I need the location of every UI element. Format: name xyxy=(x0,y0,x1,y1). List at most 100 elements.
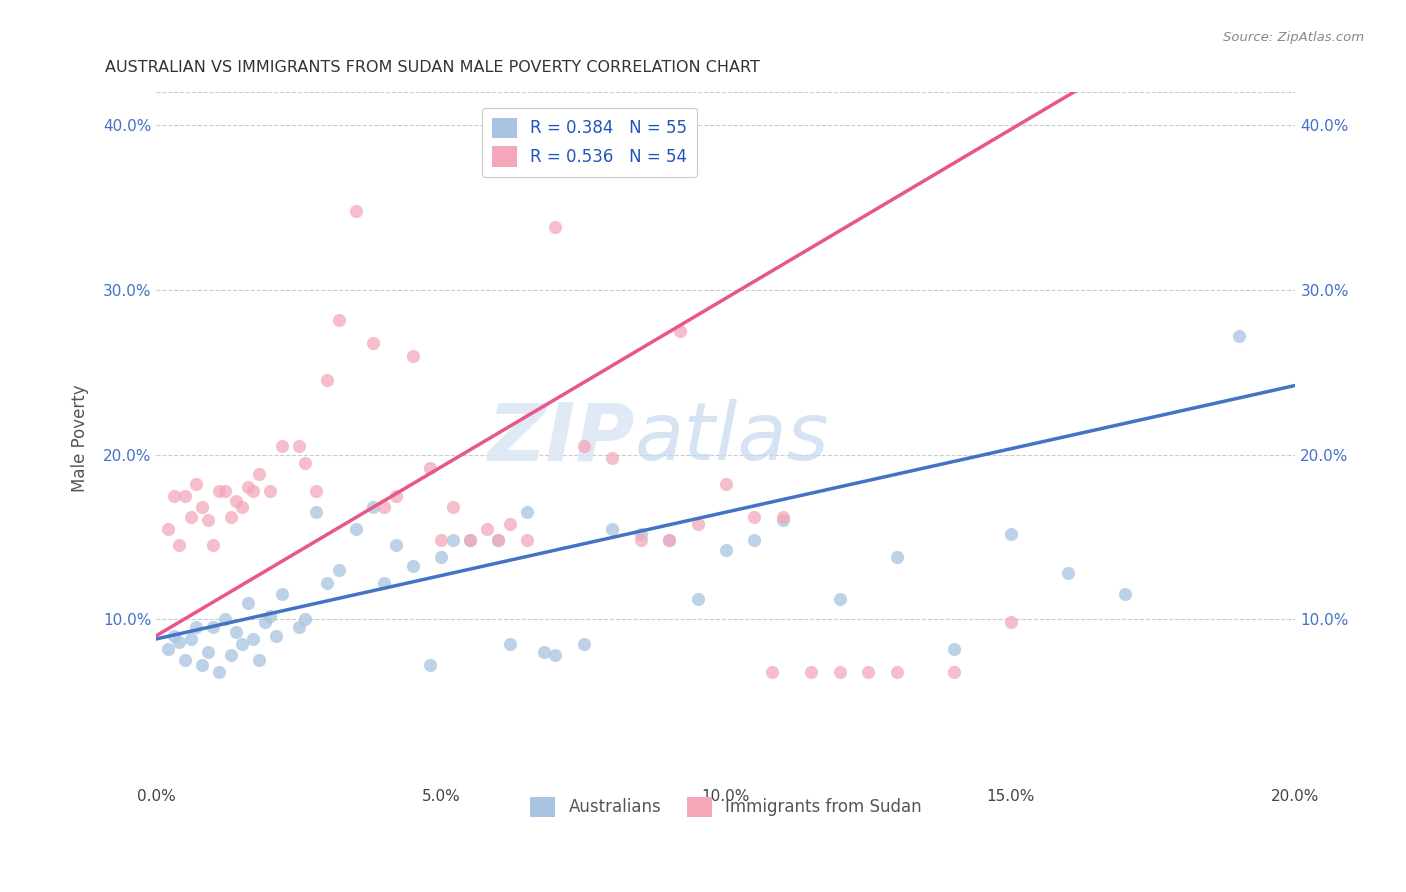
Point xyxy=(828,665,851,679)
Point xyxy=(600,522,623,536)
Point xyxy=(486,533,509,548)
Point xyxy=(162,489,184,503)
Point xyxy=(361,335,384,350)
Point xyxy=(630,533,652,548)
Point xyxy=(430,533,453,548)
Point xyxy=(441,533,464,548)
Point xyxy=(242,483,264,498)
Point xyxy=(169,635,191,649)
Point xyxy=(714,543,737,558)
Text: Source: ZipAtlas.com: Source: ZipAtlas.com xyxy=(1223,31,1364,45)
Point xyxy=(486,533,509,548)
Point xyxy=(1114,587,1136,601)
Point xyxy=(498,637,520,651)
Point xyxy=(658,533,681,548)
Point xyxy=(430,549,453,564)
Point xyxy=(180,632,202,646)
Point xyxy=(942,641,965,656)
Point xyxy=(208,665,231,679)
Point xyxy=(242,632,264,646)
Point xyxy=(419,460,441,475)
Point xyxy=(328,312,350,326)
Point xyxy=(516,505,538,519)
Point xyxy=(174,653,197,667)
Point xyxy=(214,483,236,498)
Point xyxy=(231,637,253,651)
Point xyxy=(197,513,219,527)
Point xyxy=(1227,329,1250,343)
Point xyxy=(572,439,595,453)
Point xyxy=(294,456,316,470)
Point xyxy=(156,522,179,536)
Point xyxy=(458,533,481,548)
Point xyxy=(259,608,281,623)
Point xyxy=(225,493,247,508)
Point xyxy=(202,620,225,634)
Point xyxy=(305,505,328,519)
Point xyxy=(686,592,709,607)
Point xyxy=(516,533,538,548)
Point xyxy=(1056,566,1078,580)
Point xyxy=(630,526,652,541)
Point xyxy=(191,658,214,673)
Point xyxy=(191,500,214,515)
Point xyxy=(208,483,231,498)
Point xyxy=(197,645,219,659)
Point xyxy=(294,612,316,626)
Point xyxy=(1000,526,1022,541)
Point xyxy=(186,620,208,634)
Point xyxy=(658,533,681,548)
Point xyxy=(344,203,367,218)
Point xyxy=(533,645,555,659)
Point xyxy=(180,510,202,524)
Point xyxy=(384,538,406,552)
Point xyxy=(419,658,441,673)
Point xyxy=(253,615,276,630)
Point xyxy=(344,522,367,536)
Point xyxy=(744,510,766,524)
Point xyxy=(800,665,823,679)
Point xyxy=(186,477,208,491)
Point xyxy=(544,648,567,663)
Point xyxy=(259,483,281,498)
Point xyxy=(714,477,737,491)
Point xyxy=(886,549,908,564)
Point xyxy=(744,533,766,548)
Point xyxy=(384,489,406,503)
Point xyxy=(270,587,292,601)
Point xyxy=(475,522,498,536)
Point xyxy=(247,467,270,482)
Point xyxy=(402,559,425,574)
Point xyxy=(169,538,191,552)
Point xyxy=(772,513,794,527)
Point xyxy=(236,596,259,610)
Point xyxy=(270,439,292,453)
Point xyxy=(942,665,965,679)
Point xyxy=(156,641,179,656)
Point xyxy=(761,665,783,679)
Point xyxy=(686,516,709,531)
Point xyxy=(219,648,242,663)
Point xyxy=(231,500,253,515)
Point xyxy=(288,439,311,453)
Legend: Australians, Immigrants from Sudan: Australians, Immigrants from Sudan xyxy=(524,790,928,824)
Point xyxy=(264,629,287,643)
Point xyxy=(247,653,270,667)
Text: ZIP: ZIP xyxy=(488,399,636,477)
Point xyxy=(402,349,425,363)
Point xyxy=(214,612,236,626)
Point xyxy=(669,324,692,338)
Text: AUSTRALIAN VS IMMIGRANTS FROM SUDAN MALE POVERTY CORRELATION CHART: AUSTRALIAN VS IMMIGRANTS FROM SUDAN MALE… xyxy=(105,60,761,75)
Point xyxy=(544,220,567,235)
Point xyxy=(288,620,311,634)
Point xyxy=(600,450,623,465)
Point xyxy=(373,576,395,591)
Point xyxy=(498,516,520,531)
Point xyxy=(219,510,242,524)
Point xyxy=(162,629,184,643)
Point xyxy=(772,510,794,524)
Point xyxy=(858,665,880,679)
Point xyxy=(236,480,259,494)
Point xyxy=(373,500,395,515)
Point xyxy=(441,500,464,515)
